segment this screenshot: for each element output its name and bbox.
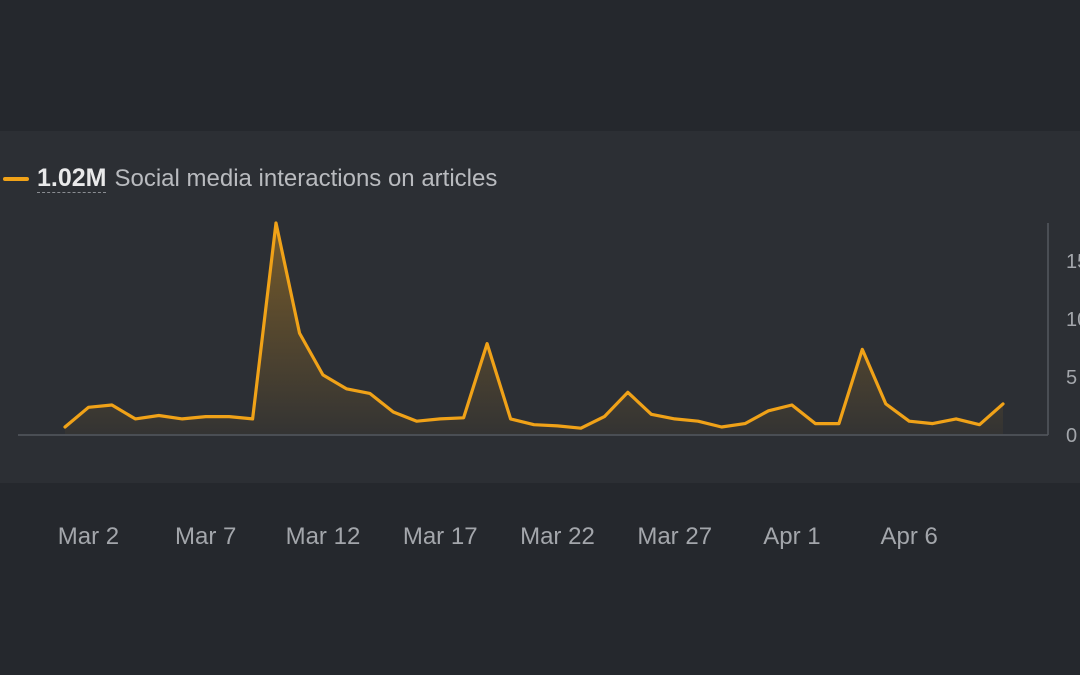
legend-series-label: Social media interactions on articles — [114, 165, 498, 192]
x-tick-label: Mar 12 — [286, 523, 361, 550]
x-tick-label: Apr 6 — [881, 523, 938, 550]
y-tick-label: 5 — [1066, 367, 1077, 389]
legend-total-value[interactable]: 1.02M — [37, 164, 107, 193]
x-tick-label: Mar 22 — [520, 523, 595, 550]
x-tick-label: Mar 7 — [175, 523, 236, 550]
y-tick-label: 10 — [1066, 309, 1080, 331]
x-axis-ticks: Mar 2 Mar 7 Mar 12 Mar 17 Mar 22 Mar 27 Apr 1 A… — [58, 523, 938, 550]
x-tick-label: Mar 17 — [403, 523, 478, 550]
x-tick-label: Apr 1 — [763, 523, 820, 550]
y-axis-ticks: 0 5 10 15 — [1066, 251, 1080, 447]
x-tick-label: Mar 2 — [58, 523, 119, 550]
legend-swatch — [3, 177, 29, 181]
series-area-fill — [65, 223, 1003, 434]
y-tick-label: 0 — [1066, 425, 1077, 447]
y-tick-label: 15 — [1066, 251, 1080, 273]
chart-legend: 1.02M Social media interactions on artic… — [0, 163, 497, 195]
series-line[interactable] — [63, 221, 1005, 430]
x-tick-label: Mar 27 — [637, 523, 712, 550]
